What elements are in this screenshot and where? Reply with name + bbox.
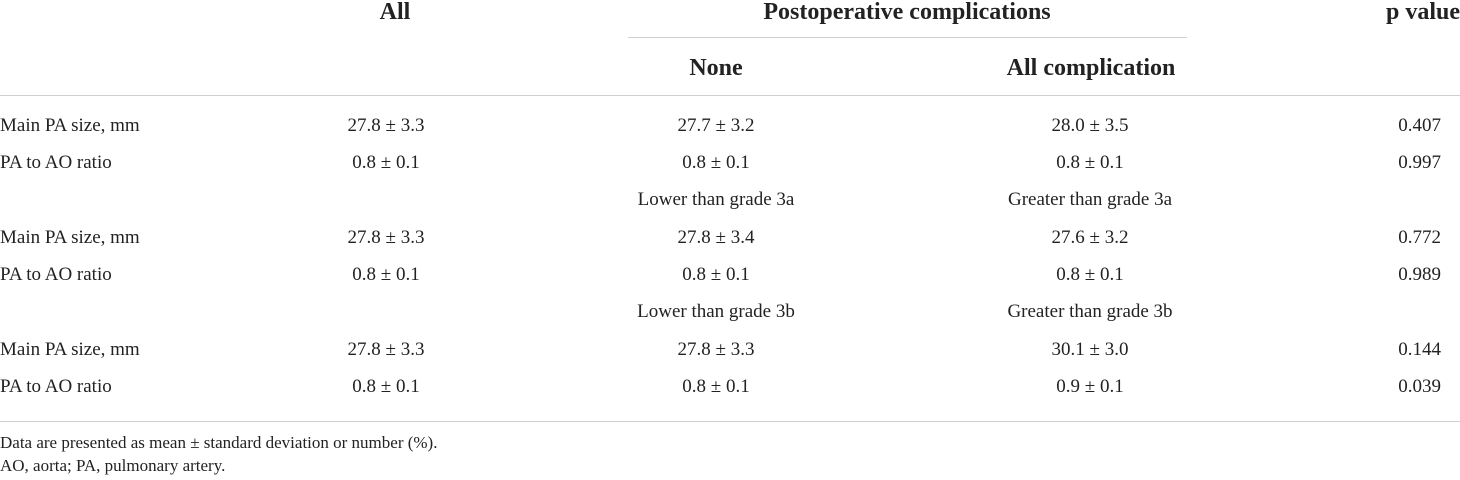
group-underline — [628, 37, 1187, 38]
cell-greater: 27.6 ± 3.2 — [1051, 227, 1129, 248]
cell-none: 0.8 ± 0.1 — [682, 152, 750, 173]
row-label: Main PA size, mm — [0, 227, 140, 248]
subgroup-label-greater: Greater than grade 3a — [1007, 189, 1173, 210]
cell-all: 0.8 ± 0.1 — [352, 376, 420, 397]
row-label: Main PA size, mm — [0, 115, 140, 136]
cell-all: 27.8 ± 3.3 — [347, 339, 425, 360]
cell-all: 0.8 ± 0.1 — [352, 152, 420, 173]
cell-lower: 27.8 ± 3.3 — [677, 339, 755, 360]
cell-p-value: 0.407 — [1398, 115, 1441, 136]
cell-all: 27.8 ± 3.3 — [347, 227, 425, 248]
header-postoperative-complications: Postoperative complications — [763, 0, 1051, 25]
cell-none: 27.7 ± 3.2 — [677, 115, 755, 136]
cell-lower: 0.8 ± 0.1 — [682, 376, 750, 397]
row-label: PA to AO ratio — [0, 152, 112, 173]
cell-p-value: 0.039 — [1398, 376, 1441, 397]
header-p-value: p value — [1385, 0, 1460, 25]
cell-greater: 0.9 ± 0.1 — [1056, 376, 1124, 397]
header-none: None — [689, 55, 743, 81]
row-label: PA to AO ratio — [0, 376, 112, 397]
row-label: Main PA size, mm — [0, 339, 140, 360]
footnote-abbreviations: AO, aorta; PA, pulmonary artery. — [0, 456, 226, 475]
footnote-data-format: Data are presented as mean ± standard de… — [0, 433, 438, 452]
subgroup-label-lower: Lower than grade 3a — [637, 189, 795, 210]
cell-all: 27.8 ± 3.3 — [347, 115, 425, 136]
cell-greater: 0.8 ± 0.1 — [1056, 264, 1124, 285]
header-all-complication: All complication — [1006, 55, 1176, 81]
cell-complication: 0.8 ± 0.1 — [1056, 152, 1124, 173]
cell-p-value: 0.989 — [1398, 264, 1441, 285]
table-bottom-rule — [0, 421, 1460, 422]
cell-complication: 28.0 ± 3.5 — [1051, 115, 1129, 136]
header-divider — [0, 95, 1460, 96]
subgroup-label-lower: Lower than grade 3b — [637, 301, 795, 322]
cell-lower: 0.8 ± 0.1 — [682, 264, 750, 285]
subgroup-label-greater: Greater than grade 3b — [1007, 301, 1173, 322]
cell-p-value: 0.772 — [1398, 227, 1441, 248]
cell-p-value: 0.997 — [1398, 152, 1441, 173]
cell-greater: 30.1 ± 3.0 — [1051, 339, 1129, 360]
cell-lower: 27.8 ± 3.4 — [677, 227, 755, 248]
row-label: PA to AO ratio — [0, 264, 112, 285]
cell-all: 0.8 ± 0.1 — [352, 264, 420, 285]
cell-p-value: 0.144 — [1398, 339, 1441, 360]
header-all: All — [379, 0, 411, 25]
